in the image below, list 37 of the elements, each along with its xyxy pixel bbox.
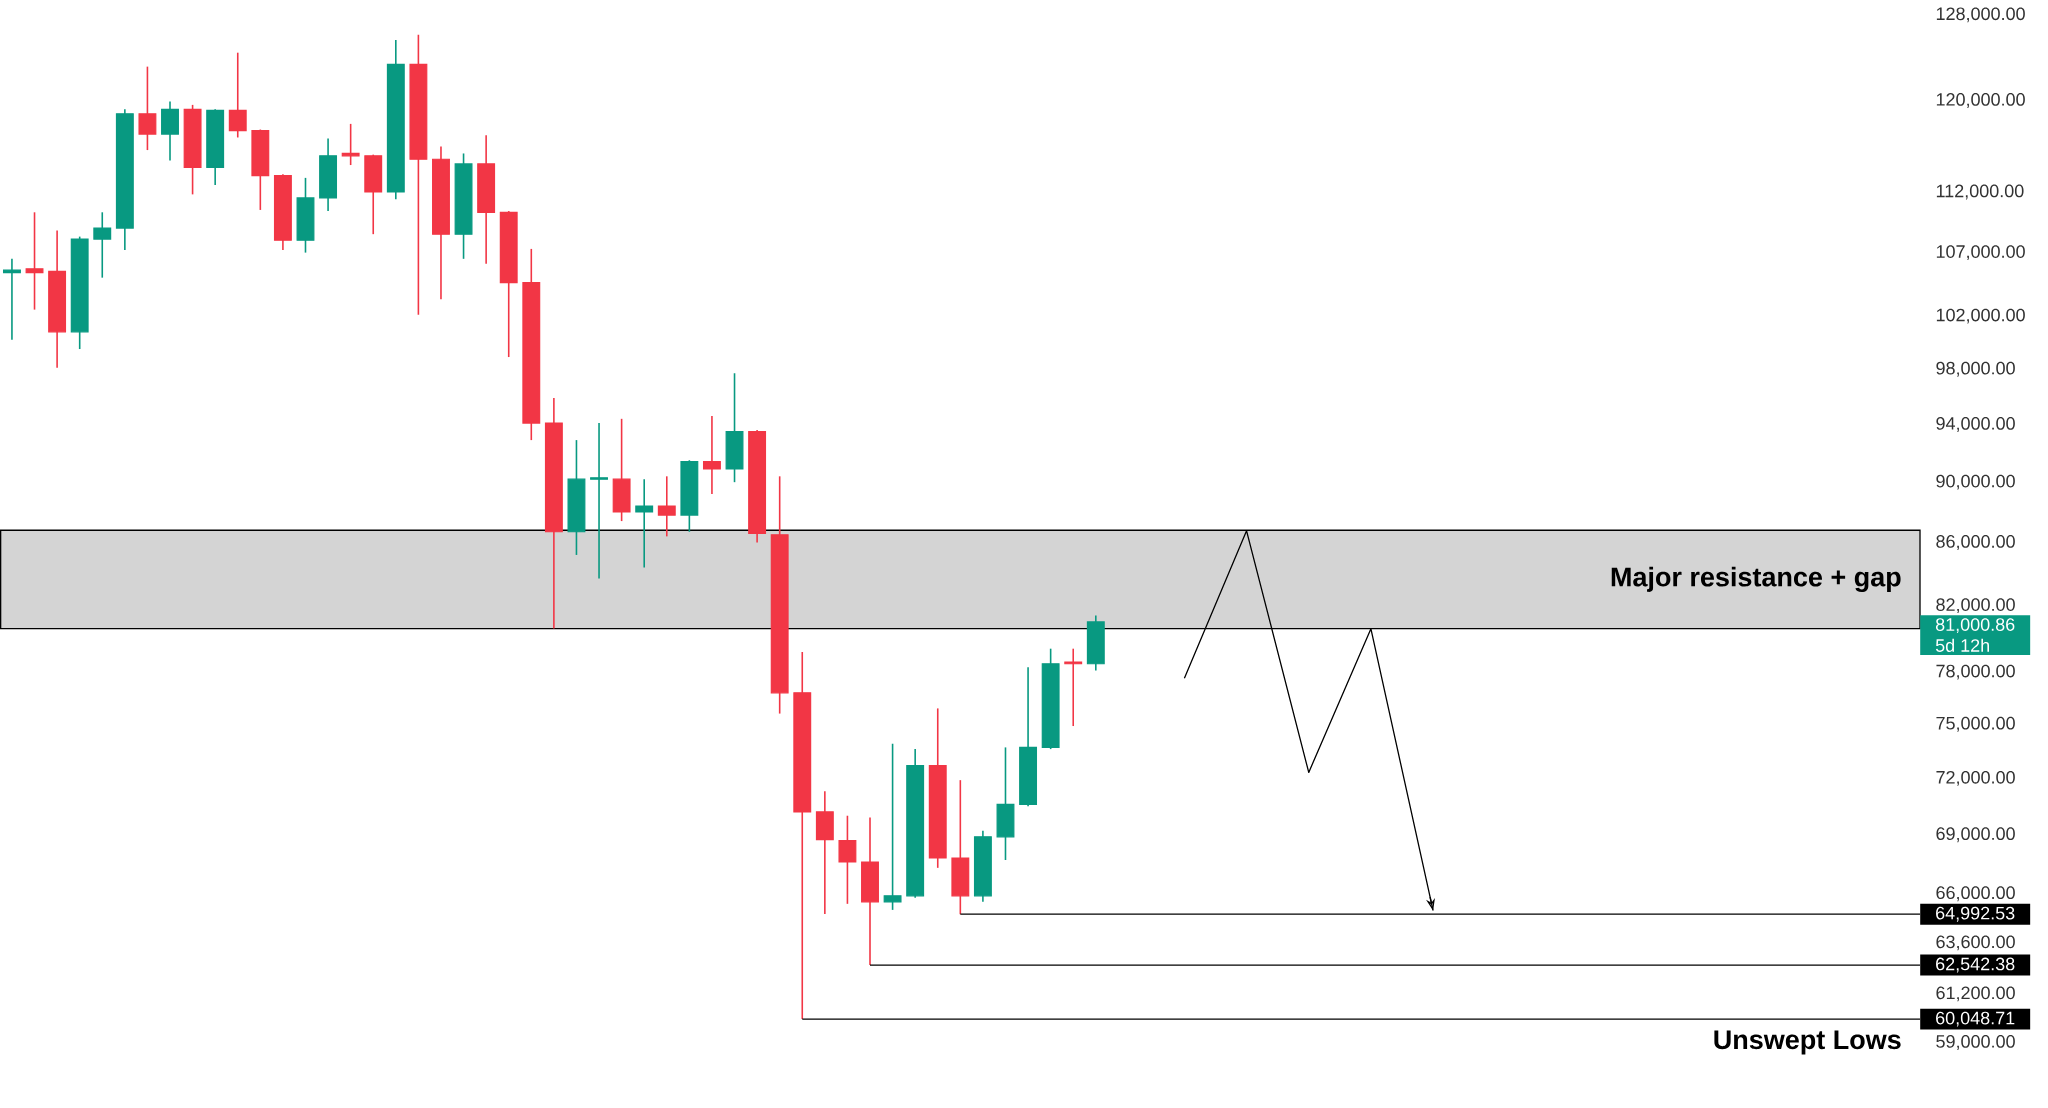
y-tick-label: 128,000.00: [1936, 7, 2025, 23]
candlestick: [93, 211, 112, 279]
band-label: Major resistance + gap: [1611, 566, 1901, 593]
y-tick-label: 61,200.00: [1936, 986, 2015, 1002]
y-tick-label: 59,000.00: [1936, 1035, 2015, 1051]
candlestick: [228, 52, 247, 139]
candlestick: [702, 415, 721, 495]
candlestick: [635, 478, 654, 569]
ref-line-label: 60,048.71: [1936, 1011, 2015, 1027]
text: 81,000.86: [1935, 618, 2015, 634]
y-tick-label: 66,000.00: [1936, 886, 2015, 902]
candlestick: [25, 211, 44, 311]
y-tick-label: 107,000.00: [1936, 245, 2025, 261]
candlestick: [590, 422, 608, 580]
y-tick-label: 63,600.00: [1936, 935, 2015, 951]
candlestick: [2, 258, 21, 341]
y-tick-label: 94,000.00: [1936, 417, 2015, 433]
y-tick-label: 120,000.00: [1936, 93, 2025, 109]
text: 5d 12h: [1935, 638, 1989, 653]
y-tick-label: 90,000.00: [1936, 474, 2015, 490]
y-tick-label: 82,000.00: [1936, 598, 2015, 614]
y-tick-label: 102,000.00: [1936, 308, 2025, 324]
y-tick-label: 98,000.00: [1936, 361, 2015, 377]
y-tick-label: 69,000.00: [1936, 827, 2015, 843]
candlestick: [883, 743, 902, 911]
candlestick: [1064, 648, 1083, 728]
ref-line-label: 62,542.38: [1936, 957, 2015, 973]
candlestick: [138, 66, 157, 152]
y-tick-label: 78,000.00: [1936, 664, 2015, 680]
y-tick-label: 86,000.00: [1936, 535, 2015, 551]
annotation: Unswept Lows: [1714, 1030, 1901, 1055]
candlestick: [838, 815, 857, 905]
candlestick: [657, 475, 676, 538]
ref-line-label: 64,992.53: [1936, 906, 2015, 922]
y-tick-label: 112,000.00: [1936, 184, 2024, 200]
y-tick-label: 72,000.00: [1936, 771, 2015, 786]
y-tick-label: 75,000.00: [1936, 717, 2015, 732]
